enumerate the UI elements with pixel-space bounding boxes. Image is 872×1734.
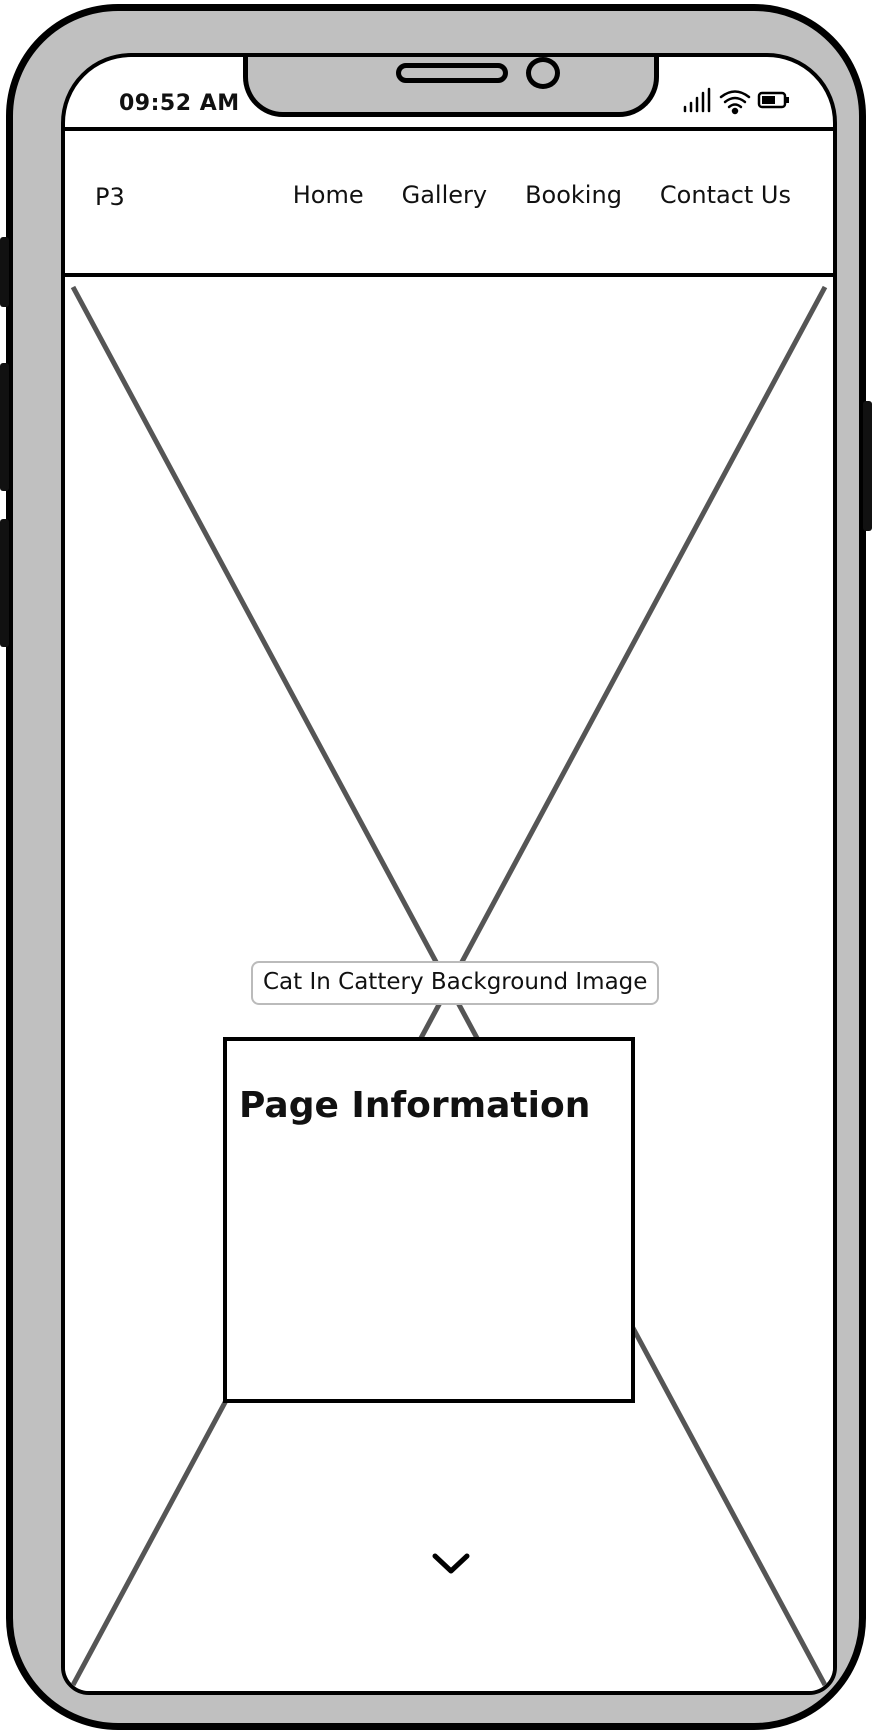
front-camera [526, 57, 560, 89]
hero-image-placeholder: Cat In Cattery Background Image Page Inf… [65, 281, 833, 1691]
nav-link-contact-us[interactable]: Contact Us [659, 181, 791, 209]
image-caption: Cat In Cattery Background Image [251, 961, 660, 1005]
nav-link-booking[interactable]: Booking [525, 181, 622, 209]
battery-icon [757, 91, 789, 109]
cellular-signal-icon [683, 87, 711, 113]
nav-link-home[interactable]: Home [292, 181, 364, 209]
nav-links: Home Gallery Booking Contact Us [293, 181, 791, 209]
phone-screen: 09:52 AM [61, 53, 837, 1695]
mute-switch [0, 237, 9, 307]
status-icons [681, 87, 791, 121]
phone-notch [243, 57, 659, 117]
card-title: Page Information [239, 1085, 591, 1126]
brand-logo[interactable]: P3 [95, 183, 125, 211]
page-information-card: Page Information [223, 1037, 635, 1403]
speaker-grille [396, 63, 508, 83]
status-time: 09:52 AM [119, 91, 240, 116]
wifi-icon [719, 90, 751, 115]
volume-up-button [0, 363, 9, 491]
nav-link-gallery[interactable]: Gallery [401, 181, 488, 209]
volume-down-button [0, 519, 9, 647]
power-button [863, 401, 872, 531]
top-navbar: P3 Home Gallery Booking Contact Us [65, 127, 833, 277]
phone-frame: 09:52 AM [0, 4, 872, 1730]
